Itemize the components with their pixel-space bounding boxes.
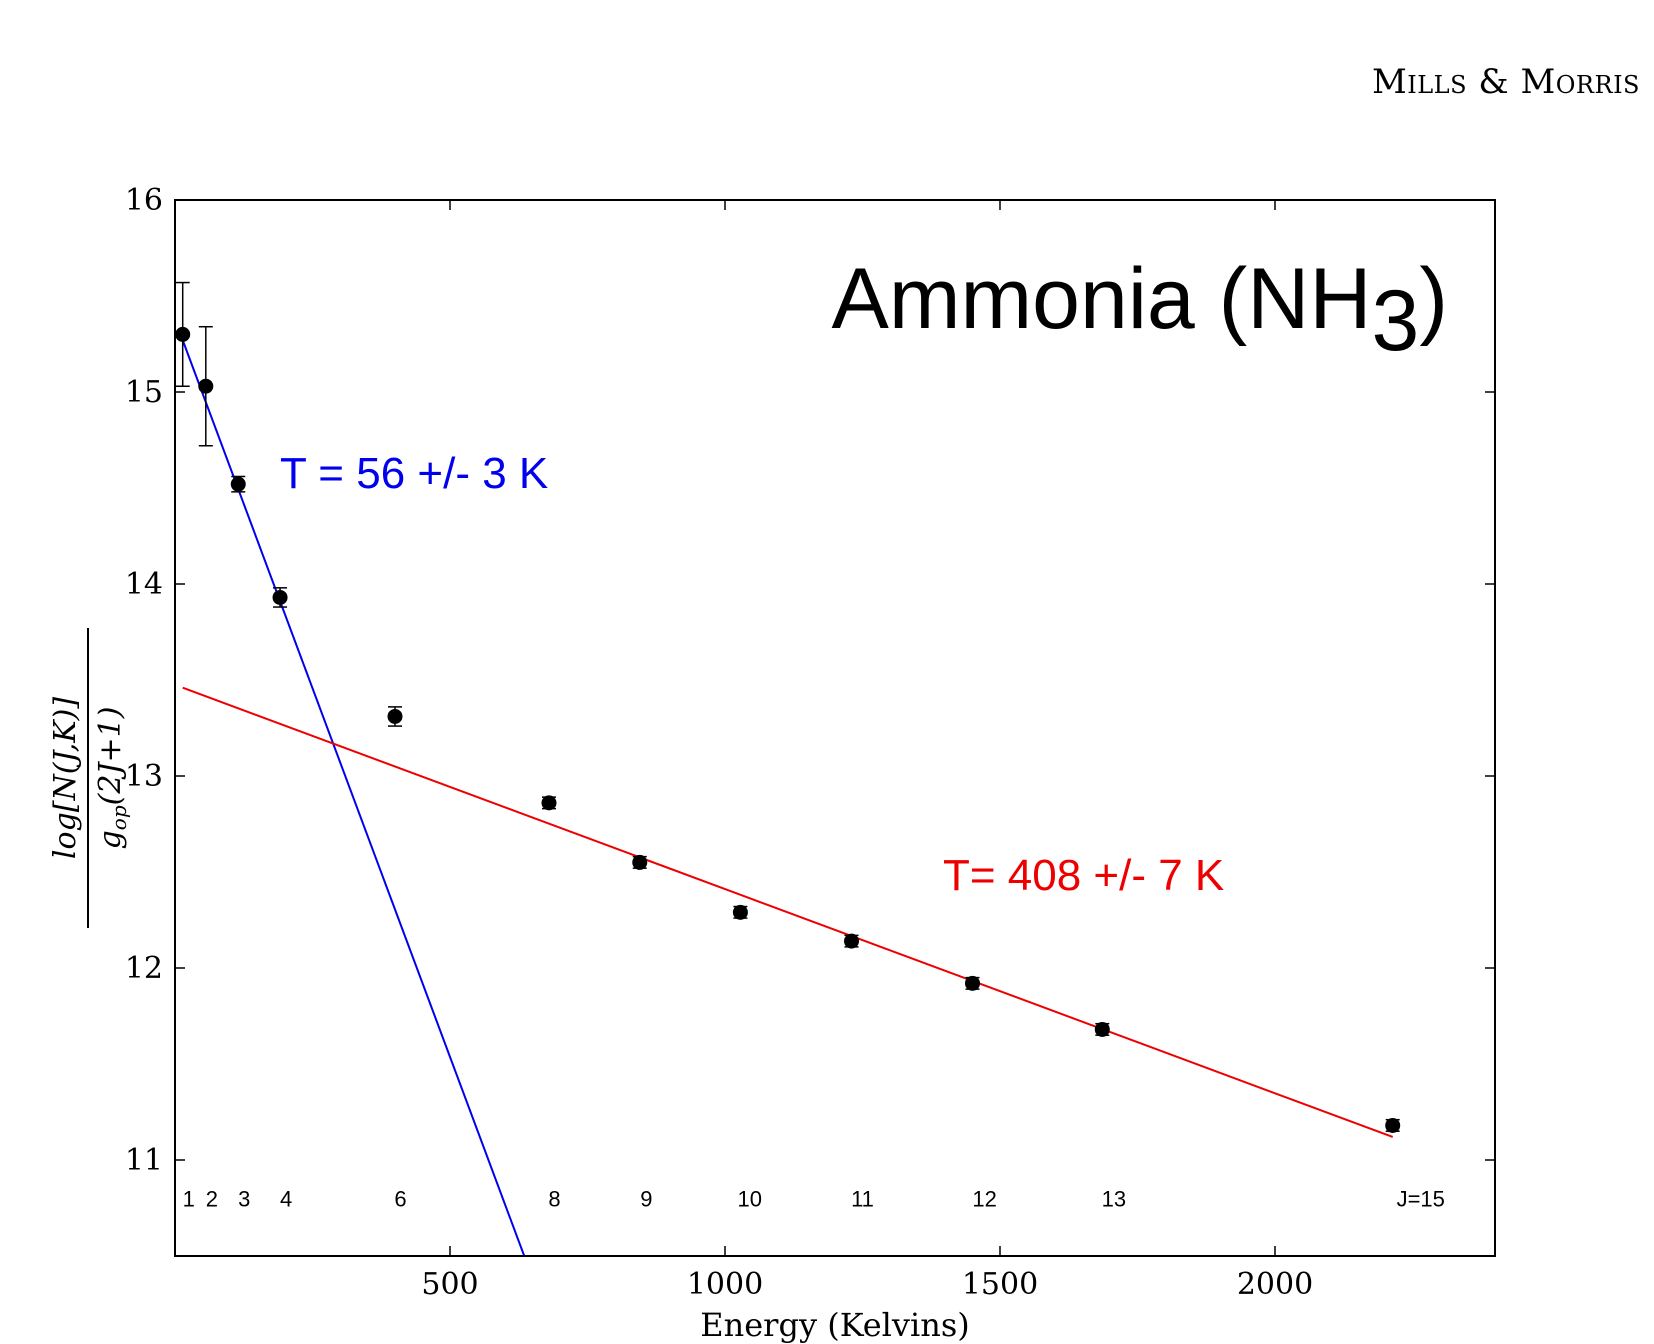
title-main: Ammonia (NH <box>832 251 1372 347</box>
j-label-6: 9 <box>640 1186 652 1211</box>
x-axis-label: Energy (Kelvins) <box>700 1306 969 1344</box>
data-point-3 <box>272 589 288 605</box>
j-label-5: 8 <box>548 1186 560 1211</box>
y-label-den: g <box>93 830 128 849</box>
j-label-11: J=15 <box>1397 1186 1445 1211</box>
y-axis-label: log[N(J,K)] gop(2J+1) <box>48 628 131 928</box>
data-point-11 <box>1385 1117 1401 1133</box>
data-point-5 <box>541 795 557 811</box>
j-level-labels: 1 2 3 4 6 8 9 10 11 12 13 J=15 <box>183 1186 1445 1211</box>
chart-title: Ammonia (NH3) <box>832 251 1448 369</box>
j-label-7: 10 <box>738 1186 762 1211</box>
data-point-4 <box>387 708 403 724</box>
y-tick-label-11: 11 <box>125 1143 163 1178</box>
y-label-den-tail: (2J+1) <box>93 707 128 806</box>
x-tick-label-1500: 1500 <box>962 1267 1038 1302</box>
fit-lines <box>181 339 1394 1256</box>
y-tick-label-15: 15 <box>125 375 163 410</box>
y-tick-label-14: 14 <box>125 567 163 602</box>
data-points <box>175 326 1401 1133</box>
j-label-4: 6 <box>394 1186 406 1211</box>
data-point-10 <box>1094 1021 1110 1037</box>
x-tick-label-1000: 1000 <box>687 1267 763 1302</box>
y-label-lead: log <box>48 812 83 859</box>
fit-line-0 <box>181 339 526 1256</box>
fit-label-low-temperature: T = 56 +/- 3 K <box>280 449 548 498</box>
plot-frame <box>174 199 1496 1257</box>
header-author: Mills & Morris <box>1371 62 1640 102</box>
fit-line-1 <box>182 686 1394 1138</box>
fit-label-high-temperature: T= 408 +/- 7 K <box>943 851 1224 900</box>
x-tick-label-2000: 2000 <box>1237 1267 1313 1302</box>
y-tick-label-16: 16 <box>125 183 163 218</box>
data-point-1 <box>198 378 214 394</box>
data-point-8 <box>844 933 859 949</box>
x-tick-label-500: 500 <box>421 1267 478 1302</box>
data-point-6 <box>632 854 648 870</box>
y-label-num: [N(J,K)] <box>48 697 83 813</box>
y-label-numerator: log[N(J,K)] <box>48 697 83 859</box>
j-label-3: 4 <box>280 1186 292 1211</box>
data-point-2 <box>230 476 246 492</box>
error-bars <box>175 281 1400 1132</box>
j-label-9: 12 <box>972 1186 996 1211</box>
j-label-10: 13 <box>1102 1186 1126 1211</box>
j-label-1: 2 <box>206 1186 218 1211</box>
y-label-den-sub: op <box>107 805 131 830</box>
data-point-0 <box>175 326 191 342</box>
title-close: ) <box>1419 251 1448 347</box>
j-label-8: 11 <box>851 1186 874 1211</box>
title-subscript: 3 <box>1372 273 1420 369</box>
j-label-2: 3 <box>238 1186 250 1211</box>
data-point-7 <box>732 904 748 920</box>
y-tick-label-12: 12 <box>125 951 163 986</box>
data-point-9 <box>965 975 980 991</box>
y-label-denominator: gop(2J+1) <box>93 707 131 850</box>
j-label-0: 1 <box>183 1186 195 1211</box>
y-tick-label-13: 13 <box>125 759 163 794</box>
